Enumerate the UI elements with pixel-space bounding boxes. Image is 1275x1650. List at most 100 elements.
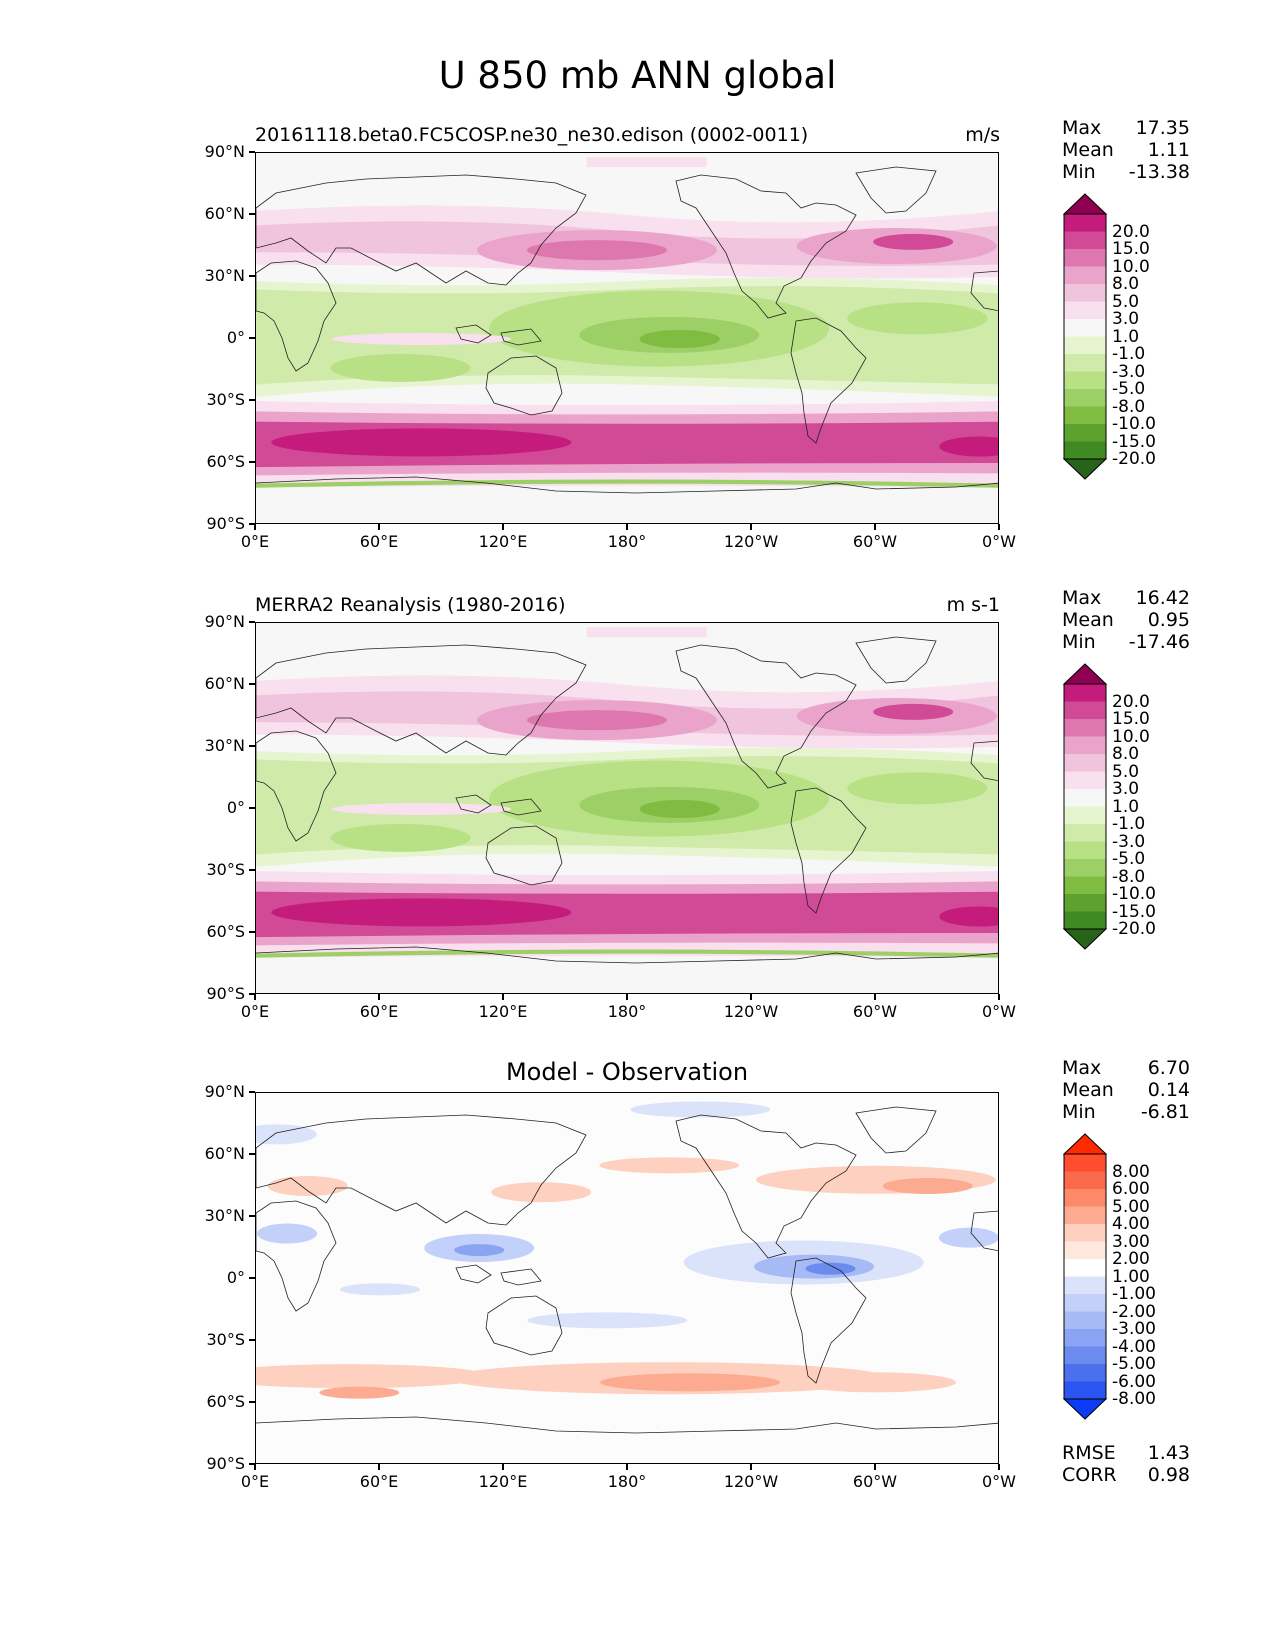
negative-anomaly-region <box>256 1124 317 1145</box>
lon-tick <box>874 1464 876 1470</box>
coastline <box>790 787 867 914</box>
lon-label: 60°W <box>852 532 898 551</box>
stat-min-value: -6.81 <box>1140 1101 1190 1123</box>
lat-tick <box>249 337 255 339</box>
lon-tick <box>502 1464 504 1470</box>
colorbar-tick-label: 5.00 <box>1112 1196 1150 1217</box>
lat-label: 30°S <box>206 1330 245 1349</box>
panel2-map <box>255 622 999 994</box>
negative-anomaly-region <box>340 1283 420 1296</box>
lon-tick <box>626 1464 628 1470</box>
lon-tick <box>502 524 504 530</box>
colorbar-segment <box>1064 1294 1106 1312</box>
coastline <box>485 825 563 886</box>
lon-tick <box>874 994 876 1000</box>
coastline <box>455 794 492 814</box>
colorbar-tick-label: 6.00 <box>1112 1179 1150 1199</box>
colorbar-segment <box>1064 1346 1106 1364</box>
negative-anomaly-region <box>805 1262 856 1275</box>
colorbar-segment <box>1064 301 1106 319</box>
colorbar-segment <box>1064 1206 1106 1224</box>
colorbar-tick-label: 15.0 <box>1112 709 1150 729</box>
colorbar-segment <box>1064 1364 1106 1382</box>
lat-tick <box>249 1091 255 1093</box>
lat-tick <box>249 931 255 933</box>
lon-label: 60°W <box>852 1002 898 1021</box>
lat-tick <box>249 745 255 747</box>
colorbar-segment <box>1064 1276 1106 1294</box>
colorbar-segment <box>1064 1241 1106 1259</box>
colorbar-segment <box>1064 389 1106 407</box>
colorbar-tick-label: 2.00 <box>1112 1249 1150 1269</box>
lat-tick <box>249 275 255 277</box>
colorbar-tick-label: -1.0 <box>1112 814 1146 834</box>
negative-anomaly-region <box>257 1223 317 1244</box>
coastline <box>790 1257 867 1384</box>
panel3-map <box>255 1092 999 1464</box>
lat-label: 90°N <box>204 142 245 161</box>
lon-tick <box>998 524 1000 530</box>
colorbar-segment <box>1064 1381 1106 1399</box>
colorbar-segment <box>1064 371 1106 389</box>
lon-label: 180° <box>607 1472 647 1491</box>
positive-anomaly-region <box>796 1372 956 1393</box>
lat-tick <box>249 1401 255 1403</box>
colorbar-tick-label: 3.0 <box>1112 309 1140 329</box>
colorbar <box>1062 193 1108 480</box>
coastline <box>256 730 337 842</box>
lat-tick <box>249 461 255 463</box>
lat-label: 60°N <box>204 1144 245 1163</box>
map-field <box>256 1093 998 1463</box>
colorbar-tick-label: 5.0 <box>1112 291 1140 312</box>
colorbar-segment <box>1064 284 1106 302</box>
colorbar-tick-label: 1.0 <box>1112 326 1140 347</box>
stat-max-value: 6.70 <box>1147 1057 1190 1079</box>
colorbar-tick-label: -3.00 <box>1112 1319 1156 1339</box>
coastline <box>855 1106 937 1154</box>
colorbar-tick-label: -5.0 <box>1112 379 1146 399</box>
lat-label: 0° <box>226 798 245 817</box>
panel3-title: Model - Observation <box>505 1058 749 1086</box>
colorbar <box>1062 663 1108 950</box>
coastline <box>485 1295 563 1356</box>
colorbar-segment <box>1064 1171 1106 1189</box>
positive-anomaly-region <box>319 1386 400 1399</box>
coastline <box>675 1114 857 1259</box>
panel2-title: MERRA2 Reanalysis (1980-2016) <box>255 594 566 616</box>
colorbar-tick-label: -3.0 <box>1112 831 1146 852</box>
lon-tick <box>750 524 752 530</box>
colorbar-tick-label: 8.00 <box>1112 1161 1150 1182</box>
panel2-units: m s-1 <box>946 594 1000 616</box>
stat-max-value: 16.42 <box>1135 587 1190 609</box>
lat-label: 60°S <box>206 452 245 471</box>
colorbar-tick-label: -2.00 <box>1112 1301 1156 1322</box>
colorbar-segment <box>1064 701 1106 719</box>
colorbar-segment <box>1064 1224 1106 1242</box>
panel1-title: 20161118.beta0.FC5COSP.ne30_ne30.edison … <box>255 124 809 146</box>
positive-anomaly-region <box>256 1364 489 1389</box>
lon-tick <box>998 1464 1000 1470</box>
colorbar-segment <box>1064 1259 1106 1277</box>
colorbar-tick-label: -5.00 <box>1112 1354 1156 1374</box>
rmse-value: 1.43 <box>1147 1442 1190 1464</box>
coastline <box>256 946 998 964</box>
colorbar-segment <box>1064 441 1106 459</box>
lon-label: 60°E <box>359 1002 399 1021</box>
coastline <box>855 166 937 214</box>
panel3-stats: Max 6.70 Mean 0.14 Min -6.81 <box>1062 1057 1190 1123</box>
panel3-metrics: RMSE 1.43 CORR 0.98 <box>1062 1442 1190 1486</box>
lon-label: 0°W <box>982 1472 1016 1491</box>
corr-value: 0.98 <box>1147 1464 1190 1486</box>
lat-label: 30°S <box>206 390 245 409</box>
lon-tick <box>874 524 876 530</box>
colorbar-tick-label: -10.0 <box>1112 414 1156 434</box>
coastline <box>256 644 587 756</box>
negative-anomaly-region <box>630 1101 771 1118</box>
colorbar-segment <box>1064 1154 1106 1172</box>
lat-tick <box>249 1463 255 1465</box>
colorbar-tick-label: 10.0 <box>1112 726 1150 747</box>
colorbar-tick-label: 20.0 <box>1112 691 1150 712</box>
stat-max-label: Max <box>1062 117 1102 139</box>
lon-tick <box>502 994 504 1000</box>
stat-max-value: 17.35 <box>1135 117 1190 139</box>
